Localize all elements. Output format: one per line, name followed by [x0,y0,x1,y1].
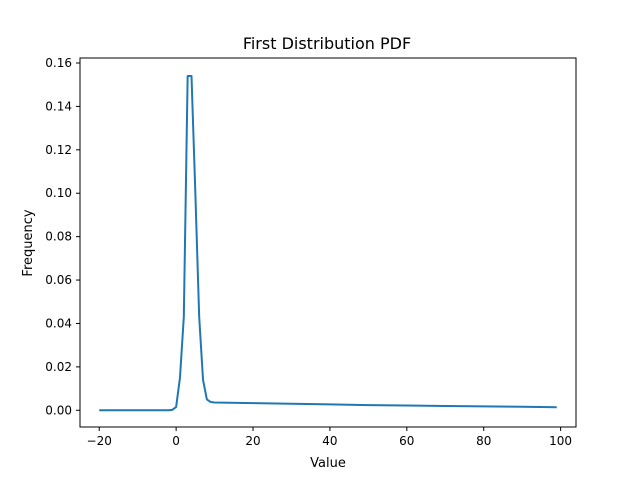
y-tick-label: 0.00 [45,403,72,417]
y-tick-label: 0.06 [45,273,72,287]
y-axis-label: Frequency [21,209,36,276]
y-tick-label: 0.10 [45,186,72,200]
x-tick-label: 0 [172,434,180,448]
x-tick-label: 60 [399,434,414,448]
x-tick-label: 100 [549,434,572,448]
x-tick-label: 20 [245,434,260,448]
x-tick-label: 80 [476,434,491,448]
y-tick-label: 0.16 [45,56,72,70]
y-tick-label: 0.08 [45,230,72,244]
axes-frame [79,57,577,428]
y-tick-label: 0.14 [45,99,72,113]
chart-title: First Distribution PDF [243,34,411,53]
y-axis: 0.00 0.02 0.04 0.06 0.08 0.10 0.12 0.14 0.16 [45,56,80,417]
y-tick-label: 0.12 [45,143,72,157]
y-tick-label: 0.04 [45,316,72,330]
plot-area [99,75,557,412]
x-axis: −20 0 20 40 60 80 100 [87,427,572,448]
y-tick-label: 0.02 [45,360,72,374]
x-tick-label: 40 [322,434,337,448]
x-tick-label: −20 [87,434,112,448]
x-axis-label: Value [310,456,346,471]
series-line [99,75,557,412]
